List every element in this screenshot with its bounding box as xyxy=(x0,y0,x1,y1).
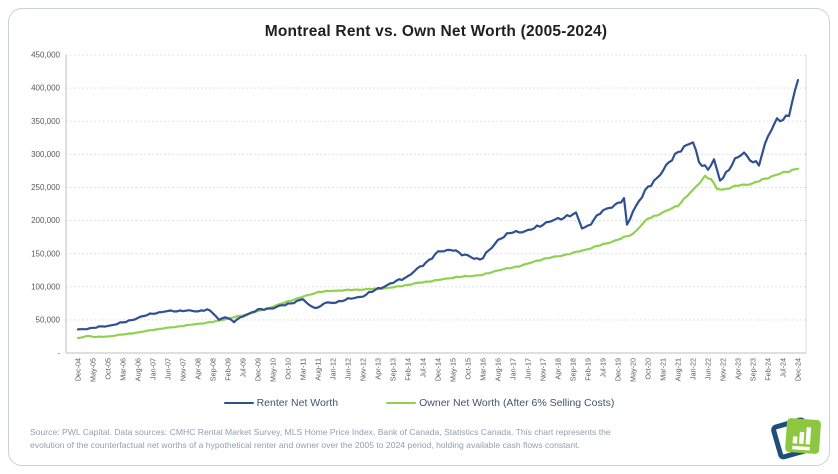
x-axis-label: Sep-13 xyxy=(389,358,398,381)
x-axis-label: Apr-13 xyxy=(374,358,383,380)
x-axis-label: Sep-23 xyxy=(749,358,758,381)
legend-label-owner: Owner Net Worth (After 6% Selling Costs) xyxy=(419,397,615,409)
x-axis-label: Sep-18 xyxy=(569,358,578,381)
x-axis-label: Oct-20 xyxy=(644,358,653,380)
renter-net-worth-line xyxy=(76,78,800,331)
y-axis-label: 150,000 xyxy=(31,249,60,258)
y-axis-label: 400,000 xyxy=(31,84,60,93)
x-axis-label: Mar-21 xyxy=(659,358,668,381)
x-axis-label: Feb-24 xyxy=(764,358,773,381)
x-axis-label: Nov-12 xyxy=(359,358,368,381)
chart-legend: Renter Net Worth Owner Net Worth (After … xyxy=(0,397,838,409)
x-axis-label: Nov-17 xyxy=(539,358,548,381)
y-axis-label: 200,000 xyxy=(31,216,60,225)
x-axis-label: Jun-22 xyxy=(704,358,713,380)
x-axis-label: Jun-17 xyxy=(524,358,533,380)
x-axis-label: Feb-14 xyxy=(404,358,413,381)
x-axis-label: Oct-10 xyxy=(284,358,293,380)
x-axis-label: Feb-09 xyxy=(224,358,233,381)
x-axis-label: Aug-21 xyxy=(674,358,683,381)
x-axis-label: Dec-09 xyxy=(254,358,263,381)
x-axis-label: May-20 xyxy=(629,358,638,382)
owner-net-worth-line xyxy=(76,167,800,340)
x-axis-label: Apr-08 xyxy=(194,358,203,380)
x-axis-label: Jan-12 xyxy=(329,358,338,380)
chart-card xyxy=(8,8,830,466)
x-axis-label: Nov-22 xyxy=(719,358,728,381)
source-footnote-line2: evolution of the counterfactual net wort… xyxy=(30,440,580,451)
x-axis-label: Jan-17 xyxy=(509,358,518,380)
x-axis-label: Feb-19 xyxy=(584,358,593,381)
x-axis-label: Dec-19 xyxy=(614,358,623,381)
x-axis-label: Apr-18 xyxy=(554,358,563,380)
x-axis-label: May-10 xyxy=(269,358,278,382)
x-axis-label: Jan-22 xyxy=(689,358,698,380)
x-axis-label: Jan-07 xyxy=(149,358,158,380)
x-axis-label: Dec-14 xyxy=(434,358,443,381)
y-axis-label: 300,000 xyxy=(31,150,60,159)
x-axis-label: Sep-08 xyxy=(209,358,218,381)
x-axis-label: Nov-07 xyxy=(179,358,188,381)
x-axis-label: Oct-05 xyxy=(104,358,113,380)
bar-chart-icon xyxy=(792,427,812,451)
x-axis-label: Mar-06 xyxy=(119,358,128,381)
y-axis-label: 450,000 xyxy=(31,51,60,60)
x-axis-label: Mar-11 xyxy=(299,358,308,380)
y-axis-label: 50,000 xyxy=(36,315,61,324)
x-axis-label: Jun-07 xyxy=(164,358,173,380)
x-axis-label: May-15 xyxy=(449,358,458,382)
x-axis-label: May-05 xyxy=(89,358,98,382)
x-axis-label: Oct-15 xyxy=(464,358,473,380)
x-axis-label: Jul-14 xyxy=(419,358,428,378)
x-axis-label: Jul-19 xyxy=(599,358,608,378)
legend-item-owner: Owner Net Worth (After 6% Selling Costs) xyxy=(386,397,614,409)
source-footnote-line1: Source: PWL Capital. Data sources: CMHC … xyxy=(30,427,611,437)
y-axis-label: 250,000 xyxy=(31,183,60,192)
y-axis-label: 350,000 xyxy=(31,117,60,126)
legend-label-renter: Renter Net Worth xyxy=(256,397,339,409)
x-axis-label: Dec-04 xyxy=(74,358,83,381)
x-axis-label: Mar-16 xyxy=(479,358,488,381)
x-axis-label: Aug-06 xyxy=(134,358,143,381)
x-axis-label: Apr-23 xyxy=(734,358,743,380)
x-axis-label: Aug-11 xyxy=(314,358,323,381)
x-axis-label: Aug-16 xyxy=(494,358,503,381)
renter-line-swatch xyxy=(223,401,254,405)
y-axis-label: - xyxy=(57,349,60,358)
pwl-capital-logo xyxy=(771,417,821,460)
source-footnote: Source: PWL Capital. Data sources: CMHC … xyxy=(30,426,750,452)
owner-line-swatch xyxy=(386,401,417,405)
y-axis-label: 100,000 xyxy=(31,282,60,291)
logo-front-square xyxy=(785,418,821,454)
x-axis-label: Jul-09 xyxy=(239,358,248,378)
chart-title: Montreal Rent vs. Own Net Worth (2005-20… xyxy=(264,23,608,40)
x-axis-label: Dec-24 xyxy=(794,358,803,381)
x-axis-label: Jul-24 xyxy=(779,358,788,378)
legend-item-renter: Renter Net Worth xyxy=(223,397,339,409)
x-axis-label: Jun-12 xyxy=(344,358,353,380)
